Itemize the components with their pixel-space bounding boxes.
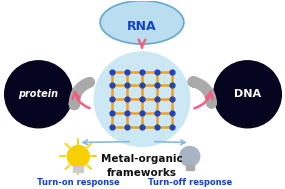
Circle shape xyxy=(180,146,200,166)
Text: Turn-on response: Turn-on response xyxy=(37,178,120,187)
FancyBboxPatch shape xyxy=(73,166,83,172)
Text: Turn-off response: Turn-off response xyxy=(148,178,232,187)
Text: Metal-organic
frameworks: Metal-organic frameworks xyxy=(101,154,183,178)
Text: RNA: RNA xyxy=(127,20,157,33)
Circle shape xyxy=(5,61,72,128)
Circle shape xyxy=(94,52,190,146)
Circle shape xyxy=(214,61,281,128)
Text: protein: protein xyxy=(19,89,59,99)
Ellipse shape xyxy=(100,1,184,44)
Text: DNA: DNA xyxy=(234,89,261,99)
Circle shape xyxy=(67,146,89,167)
FancyBboxPatch shape xyxy=(186,165,194,170)
